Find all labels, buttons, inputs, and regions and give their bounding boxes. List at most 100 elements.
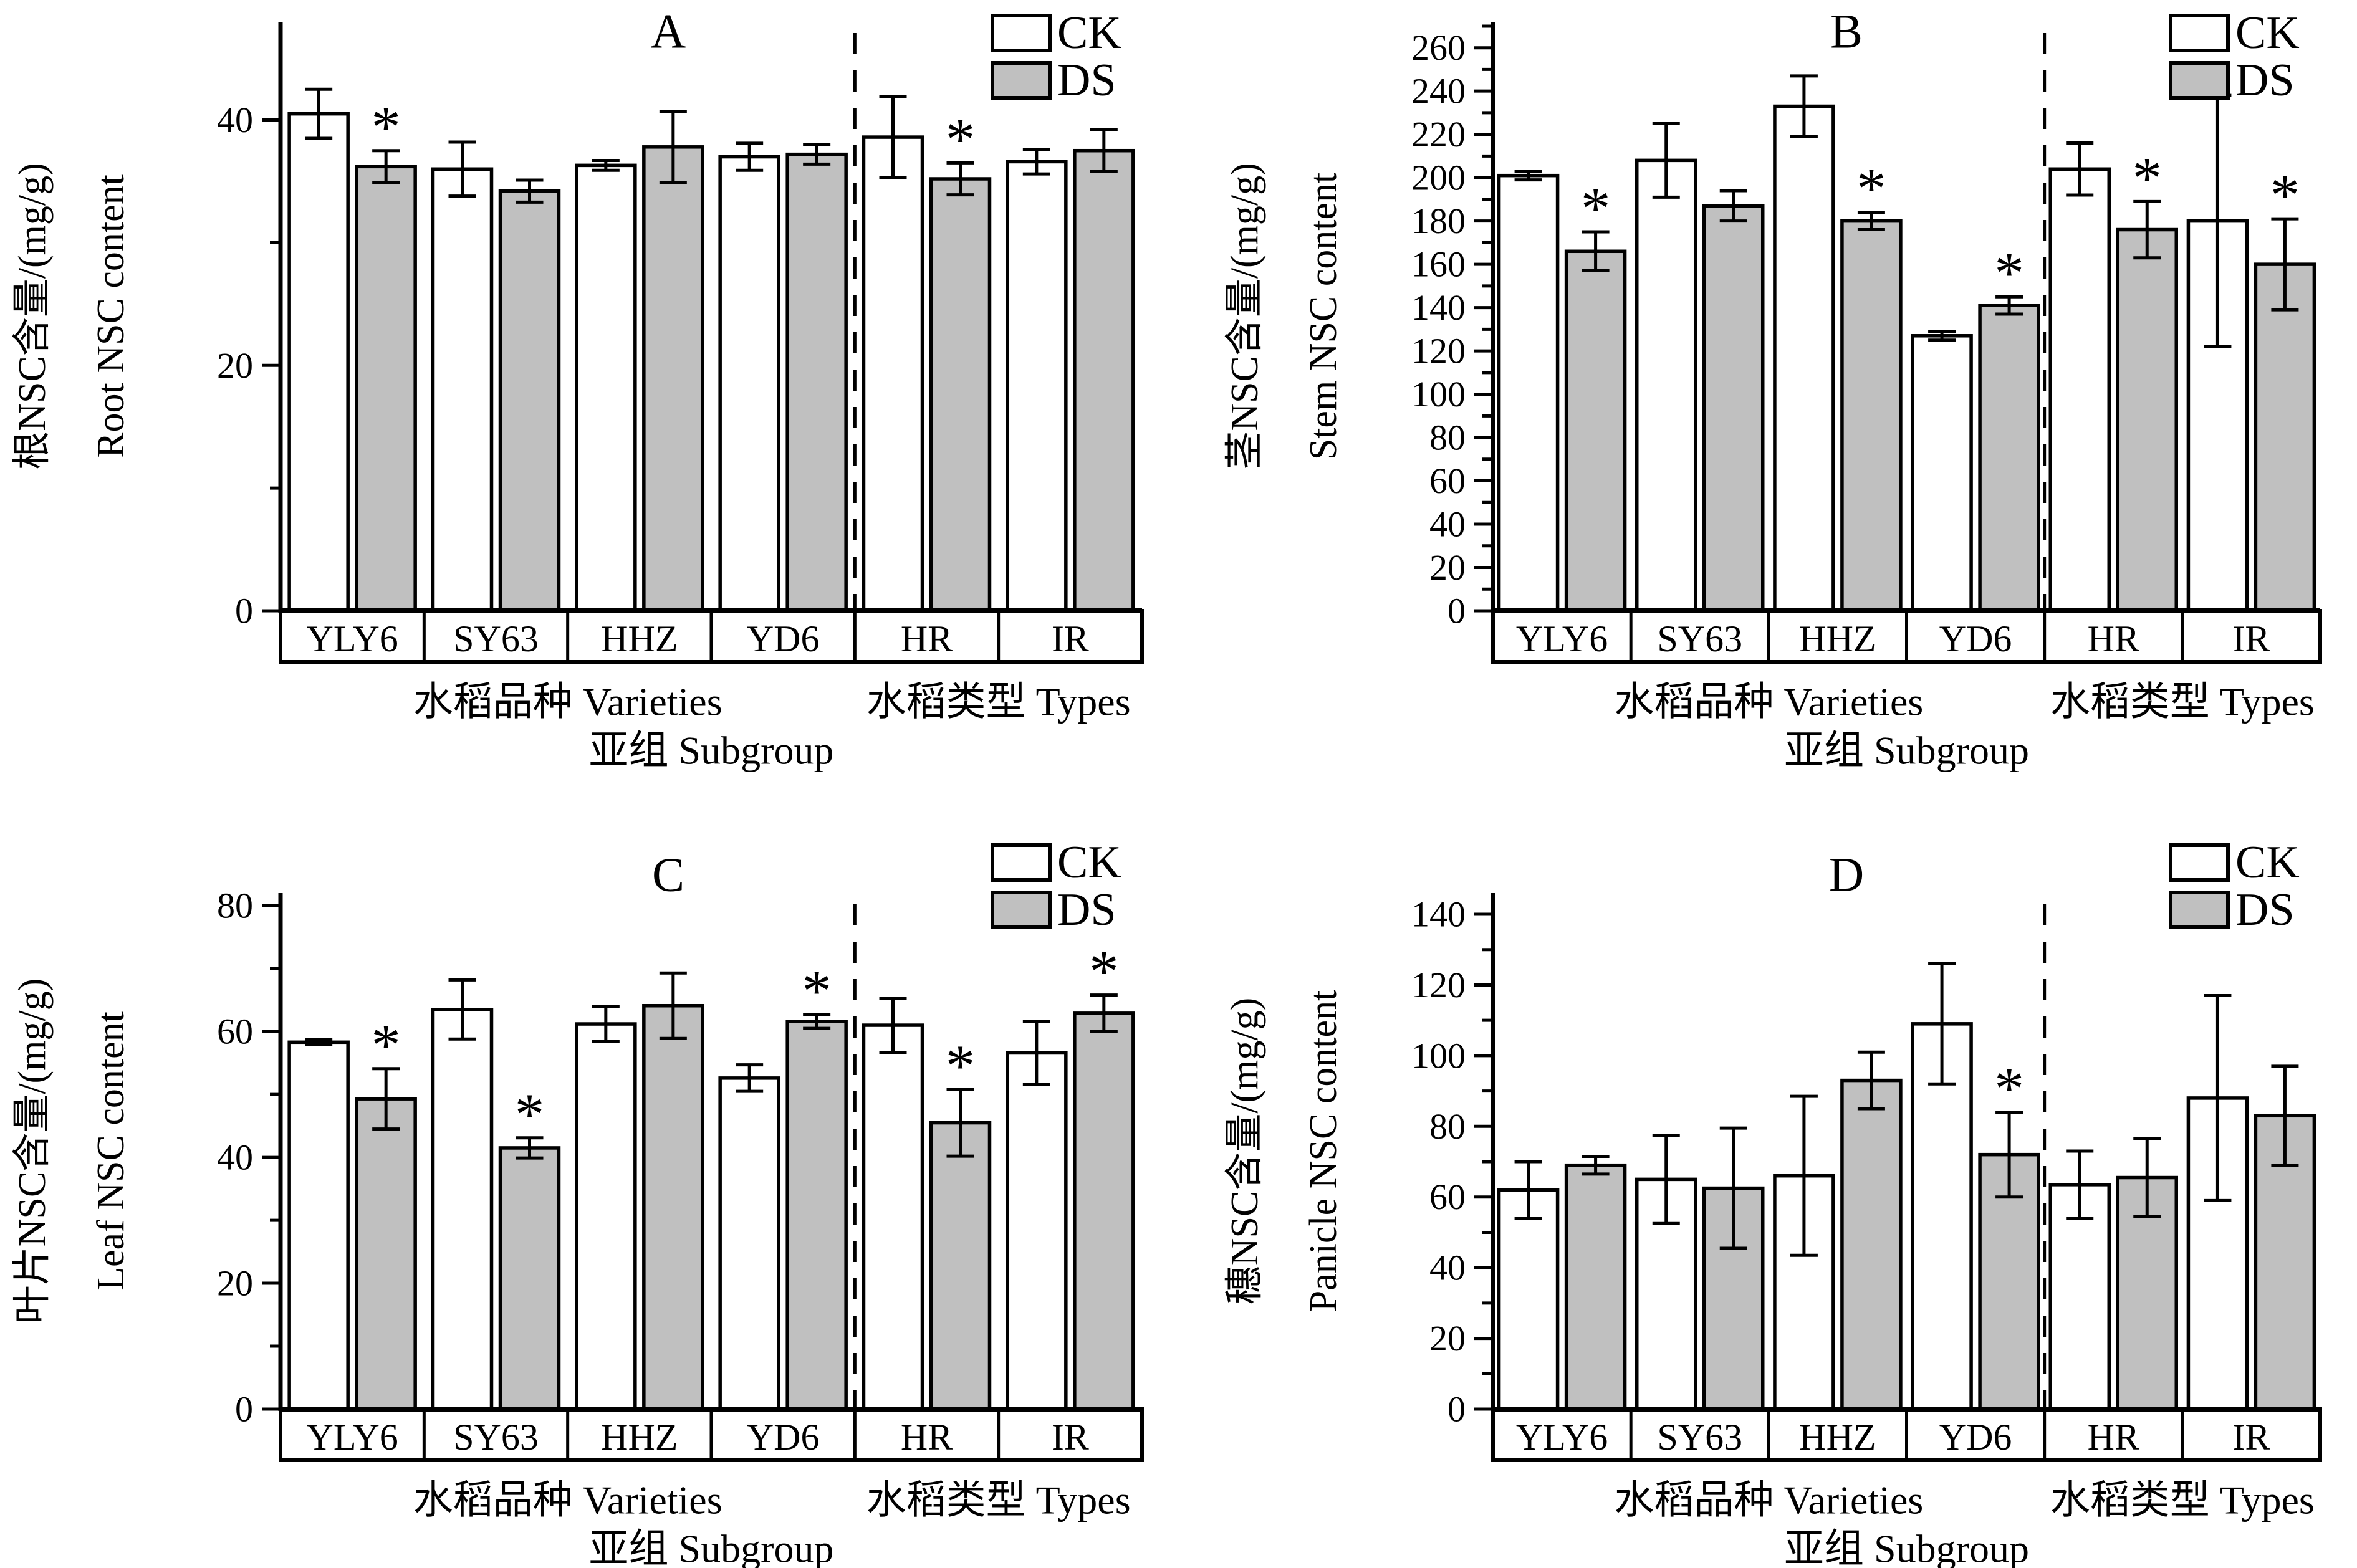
category-label-HR: HR bbox=[2088, 618, 2139, 659]
bar-HHZ-DS bbox=[642, 1003, 704, 1411]
panel-C-chart: 0 20 40 60 80 叶片NSC含量/(mg/g) Leaf NSC content *… bbox=[11, 837, 1144, 1568]
y-tick-label: 200 bbox=[1411, 158, 1466, 198]
y-tick-label: 100 bbox=[1411, 374, 1466, 414]
bar-HR-DS bbox=[2116, 227, 2178, 613]
category-label-HHZ: HHZ bbox=[601, 1417, 678, 1458]
category-label-HHZ: HHZ bbox=[601, 618, 678, 659]
y-tick-label: 40 bbox=[217, 1137, 253, 1178]
bar-SY63-DS bbox=[1702, 204, 1765, 613]
y-tick-label: 60 bbox=[217, 1011, 253, 1052]
bar-YLY6-DS bbox=[355, 1097, 417, 1411]
category-label-YLY6: YLY6 bbox=[1516, 618, 1608, 659]
y-axis-label-cn: 穗NSC含量/(mg/g) bbox=[1224, 998, 1266, 1305]
varieties-label: 水稻品种 Varieties bbox=[1614, 680, 1923, 724]
bar-IR-CK bbox=[1006, 1051, 1068, 1411]
category-label-YD6: YD6 bbox=[747, 1417, 820, 1458]
y-tick-label: 120 bbox=[1411, 331, 1466, 371]
significance-star-YLY6-DS: * bbox=[371, 1012, 401, 1078]
category-label-YLY6: YLY6 bbox=[1516, 1417, 1608, 1458]
legend-label-DS: DS bbox=[2235, 884, 2295, 935]
bar-SY63-CK bbox=[1635, 158, 1697, 613]
bar-IR-DS bbox=[1073, 1011, 1135, 1411]
bar-YLY6-CK bbox=[287, 112, 350, 613]
category-label-SY63: SY63 bbox=[453, 618, 539, 659]
bar-YLY6-CK bbox=[1497, 173, 1560, 613]
bar-YLY6-DS bbox=[1564, 1163, 1627, 1411]
panel-root-nsc: 0 20 40 根NSC含量/(mg/g) Root NSC content * * YLY6… bbox=[0, 0, 1179, 784]
y-tick-label: 140 bbox=[1411, 287, 1466, 328]
legend-label-DS: DS bbox=[2235, 55, 2295, 106]
category-label-SY63: SY63 bbox=[1657, 1417, 1742, 1458]
legend-label-DS: DS bbox=[1057, 55, 1116, 106]
significance-star-HR-DS: * bbox=[2133, 145, 2163, 211]
category-label-IR: IR bbox=[1052, 618, 1089, 659]
category-label-YLY6: YLY6 bbox=[307, 618, 398, 659]
category-label-YD6: YD6 bbox=[1939, 1417, 2012, 1458]
legend-swatch-DS bbox=[991, 61, 1052, 100]
y-tick-label: 60 bbox=[1429, 461, 1466, 501]
panel-leaf-nsc: 0 20 40 60 80 叶片NSC含量/(mg/g) Leaf NSC content *… bbox=[0, 784, 1179, 1568]
types-label: 水稻类型 Types bbox=[2050, 1478, 2315, 1523]
bar-IR-DS bbox=[2254, 262, 2316, 613]
y-tick-label: 160 bbox=[1411, 244, 1466, 285]
significance-star-YD6-DS: * bbox=[1994, 1056, 2024, 1122]
bar-SY63-CK bbox=[431, 1008, 494, 1411]
y-tick-label: 40 bbox=[1429, 1248, 1466, 1288]
legend-label-CK: CK bbox=[2235, 7, 2300, 59]
y-axis-label-en: Root NSC content bbox=[90, 174, 132, 458]
bar-YD6-CK bbox=[718, 1076, 780, 1411]
category-label-HHZ: HHZ bbox=[1799, 618, 1876, 659]
types-label: 水稻类型 Types bbox=[866, 1478, 1131, 1523]
varieties-label: 水稻品种 Varieties bbox=[413, 680, 722, 724]
bar-SY63-DS bbox=[498, 1146, 561, 1411]
panel-stem-nsc: 0 20 40 60 80 100 120 140 160 180 200 220 240 260 茎NSC… bbox=[1178, 0, 2357, 784]
y-tick-label: 0 bbox=[1447, 591, 1466, 631]
legend-label-CK: CK bbox=[1057, 837, 1121, 888]
y-tick-label: 60 bbox=[1429, 1177, 1466, 1217]
panel-letter-D: D bbox=[1829, 848, 1864, 902]
y-tick-label: 240 bbox=[1411, 71, 1466, 112]
y-tick-label: 20 bbox=[1429, 1318, 1466, 1359]
bar-YD6-CK bbox=[718, 155, 780, 613]
varieties-label: 水稻品种 Varieties bbox=[1614, 1478, 1923, 1523]
bar-HHZ-DS bbox=[1840, 1078, 1903, 1411]
category-label-HHZ: HHZ bbox=[1799, 1417, 1876, 1458]
category-label-HR: HR bbox=[2088, 1417, 2139, 1458]
bar-HR-CK bbox=[2048, 167, 2111, 613]
significance-star-HR-DS: * bbox=[946, 106, 976, 172]
y-axis-label-cn: 叶片NSC含量/(mg/g) bbox=[11, 978, 54, 1324]
y-axis-label-en: Panicle NSC content bbox=[1302, 990, 1345, 1312]
panel-letter-B: B bbox=[1830, 4, 1863, 59]
y-tick-label: 80 bbox=[217, 886, 253, 926]
bar-HR-CK bbox=[862, 135, 924, 613]
bar-SY63-DS bbox=[498, 189, 561, 613]
y-tick-label: 20 bbox=[217, 345, 253, 386]
bar-IR-CK bbox=[1006, 160, 1068, 613]
y-axis-label-cn: 根NSC含量/(mg/g) bbox=[11, 163, 54, 470]
varieties-label: 水稻品种 Varieties bbox=[413, 1478, 722, 1523]
category-label-YLY6: YLY6 bbox=[307, 1417, 398, 1458]
legend-label-CK: CK bbox=[2235, 837, 2300, 888]
bar-YD6-DS bbox=[785, 1020, 848, 1411]
bar-YD6-DS bbox=[785, 152, 848, 613]
y-tick-label: 0 bbox=[235, 591, 253, 631]
significance-star-HHZ-DS: * bbox=[1856, 156, 1886, 222]
bar-HHZ-CK bbox=[575, 163, 637, 613]
bar-YLY6-CK bbox=[287, 1040, 350, 1411]
panel-panicle-nsc: 0 20 40 60 80 100 120 140 穗NSC含量/(mg/g) Panicle N… bbox=[1178, 784, 2357, 1568]
significance-star-SY63-DS: * bbox=[515, 1081, 545, 1147]
bar-YLY6-DS bbox=[355, 165, 417, 613]
category-label-SY63: SY63 bbox=[453, 1417, 539, 1458]
y-tick-label: 20 bbox=[1429, 547, 1466, 588]
significance-star-YLY6-DS: * bbox=[1581, 175, 1611, 241]
legend-label-CK: CK bbox=[1057, 7, 1121, 59]
subgroup-label: 亚组 Subgroup bbox=[589, 1527, 834, 1568]
legend-label-DS: DS bbox=[1057, 884, 1116, 935]
y-tick-label: 260 bbox=[1411, 27, 1466, 68]
bar-IR-DS bbox=[1073, 148, 1135, 613]
y-tick-label: 100 bbox=[1411, 1035, 1466, 1076]
category-label-IR: IR bbox=[2232, 1417, 2270, 1458]
significance-star-HR-DS: * bbox=[946, 1033, 976, 1099]
y-tick-label: 140 bbox=[1411, 894, 1466, 935]
